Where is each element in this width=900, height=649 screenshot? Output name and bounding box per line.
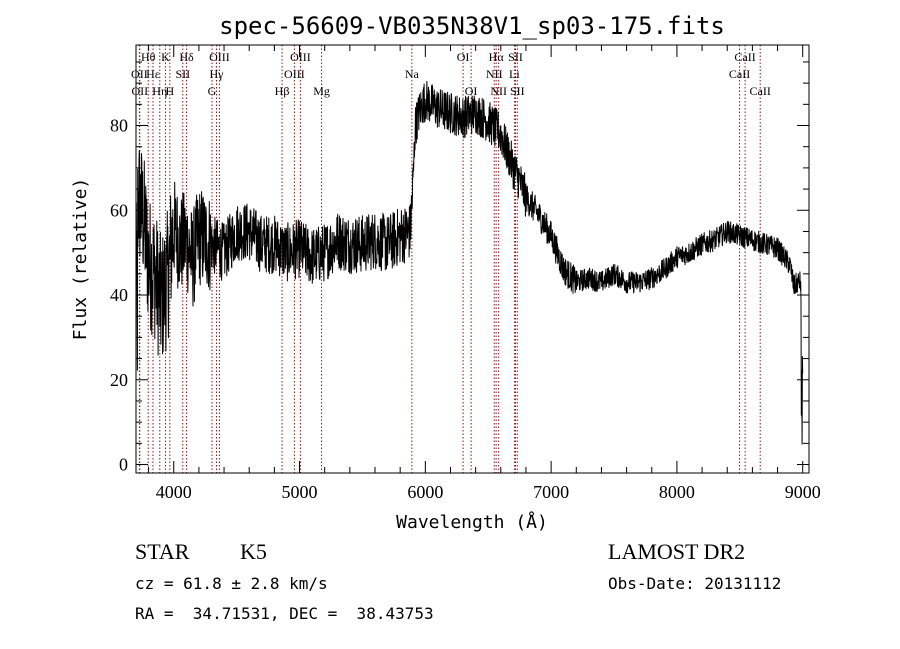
plot-frame (135, 44, 810, 474)
x-tick-label: 9000 (785, 482, 821, 502)
spectral-line-label: G (208, 84, 217, 98)
survey-name: LAMOST DR2 (608, 539, 746, 564)
spectral-line-label: OIII (209, 50, 230, 64)
spectral-line-label: CaII (729, 67, 750, 81)
x-tick-label: 6000 (407, 482, 443, 502)
object-subclass: K5 (240, 539, 267, 564)
spectral-line-label: Hθ (141, 50, 156, 64)
x-tick-label: 7000 (533, 482, 569, 502)
spectral-line-label: SII (175, 67, 190, 81)
spectrum-line (135, 81, 804, 445)
spectral-line-label: NII (490, 84, 507, 98)
x-axis-label: Wavelength (Å) (396, 511, 548, 533)
spectral-line-label: Hη (152, 84, 167, 98)
spectral-line-label: Hγ (210, 67, 225, 81)
redshift-cz: cz = 61.8 ± 2.8 km/s (135, 574, 328, 593)
y-tick-label: 40 (110, 285, 128, 305)
spectral-line-label: SII (510, 84, 525, 98)
spectral-line-label: Na (405, 67, 420, 81)
spectral-line-label: Hε (146, 67, 160, 81)
spectral-line-label: SII (508, 50, 523, 64)
spectral-line-label: Mg (313, 84, 330, 98)
spectrum-series (135, 81, 804, 445)
spectral-line-label: Li (509, 67, 520, 81)
spectral-line-label: Hα (489, 50, 505, 64)
spectral-line-label: OI (457, 50, 470, 64)
axis-ticks: 4000 5000 6000 7000 8000 9000 0 20 40 60 80 (110, 45, 821, 502)
spectral-line-label: OI (465, 84, 478, 98)
y-tick-label: 60 (110, 200, 128, 220)
spectral-line-label: OIII (284, 67, 305, 81)
y-tick-label: 20 (110, 370, 128, 390)
observation-date: Obs-Date: 20131112 (608, 574, 782, 593)
x-tick-label: 5000 (282, 482, 318, 502)
spectral-line-label: CaII (750, 84, 771, 98)
chart-title: spec-56609-VB035N38V1_sp03-175.fits (219, 12, 725, 40)
spectral-line-label: K (161, 50, 170, 64)
x-tick-label: 8000 (659, 482, 695, 502)
spectral-line-label: OIII (290, 50, 311, 64)
y-tick-label: 80 (110, 116, 128, 136)
spectral-line-label: H (166, 84, 175, 98)
spectral-line-label: Hδ (179, 50, 194, 64)
spectral-line-label: OII (131, 84, 148, 98)
spectral-line-label: Hβ (275, 84, 290, 98)
spectral-line-label: NII (486, 67, 503, 81)
spectral-line-label: OII (131, 67, 148, 81)
y-tick-label: 0 (119, 455, 128, 475)
object-class: STAR (135, 539, 190, 564)
ra-dec-coordinates: RA = 34.71531, DEC = 38.43753 (135, 604, 434, 623)
spectral-line-label: CaII (734, 50, 755, 64)
x-tick-label: 4000 (156, 482, 192, 502)
y-axis-label: Flux (relative) (70, 178, 91, 341)
